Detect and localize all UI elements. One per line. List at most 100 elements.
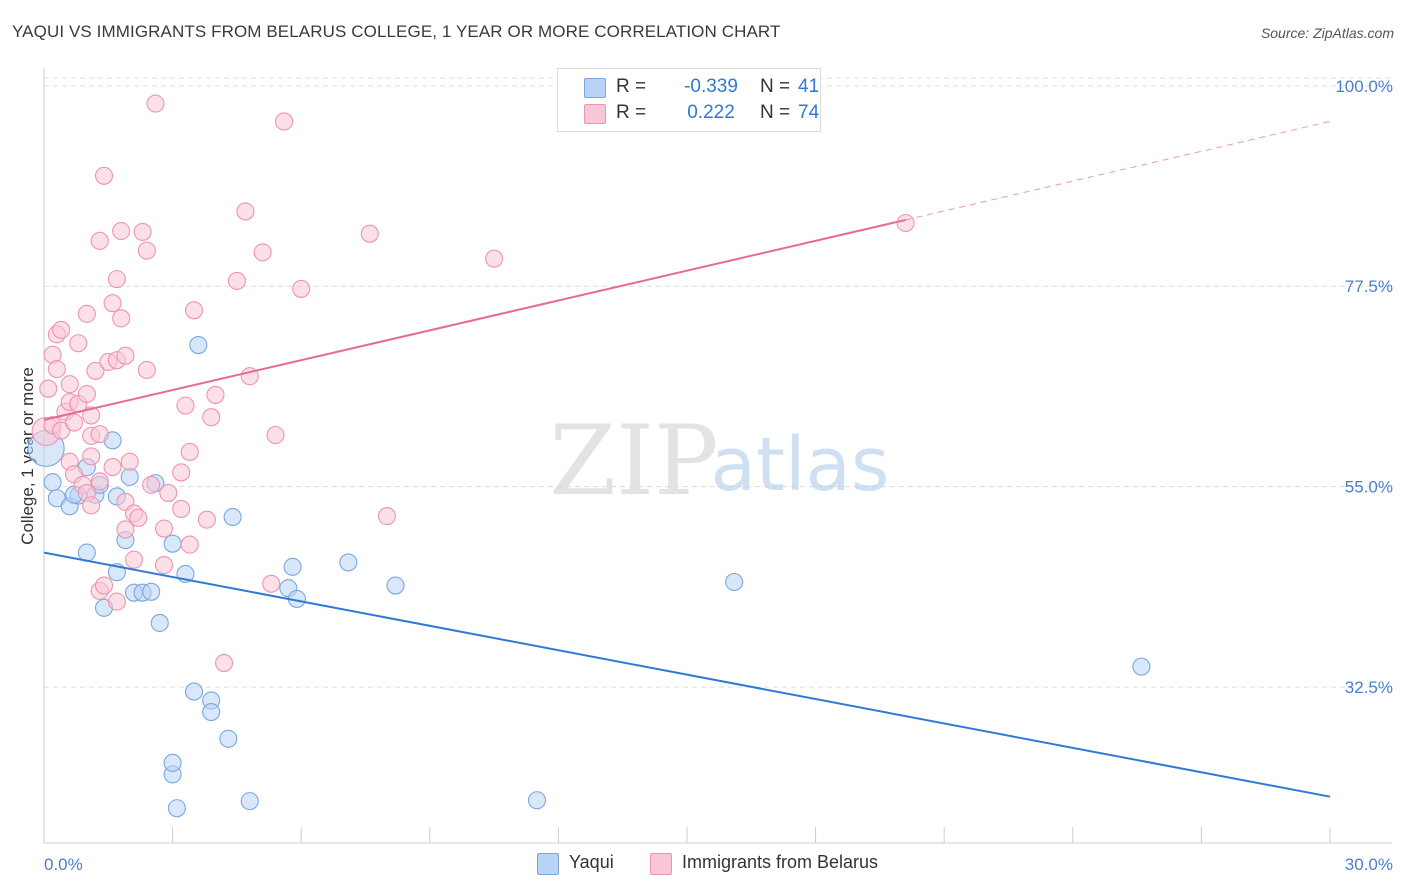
point-yaqui-34 [1132,657,1151,676]
y-tick-label-2: 77.5% [1345,277,1393,296]
point-yaqui-37 [167,799,186,818]
point-yaqui-22 [184,682,204,701]
point-yaqui-17 [142,582,161,601]
legend-r-value-yaqui: -0.339 [684,76,738,97]
point-yaqui-2 [47,489,66,508]
legend-n-value-belarus: 74 [798,102,820,123]
point-yaqui-1 [43,473,62,492]
point-yaqui-36 [163,753,182,772]
point-immigrants-from-belarus-4 [47,360,66,379]
trend-lines [43,120,1331,798]
point-immigrants-from-belarus-69 [266,425,285,445]
point-immigrants-from-belarus-48 [137,360,156,380]
point-immigrants-from-belarus-9 [60,375,79,394]
watermark-zip: ZIP [549,405,718,517]
point-yaqui-33 [725,572,744,592]
trend-line-belarus [43,218,906,421]
y-tick-label-0: 32.5% [1345,678,1393,697]
source-label: Source: ZipAtlas.com [1260,25,1394,41]
trend-line-yaqui [43,551,1331,798]
watermark-atlas: atlas [711,422,890,508]
point-yaqui-14 [120,467,139,486]
point-immigrants-from-belarus-46 [133,222,152,241]
point-immigrants-from-belarus-24 [86,361,105,380]
point-immigrants-from-belarus-70 [275,112,294,131]
point-immigrants-from-belarus-22 [82,406,101,425]
y-tick-label-1: 55.0% [1345,478,1393,497]
point-immigrants-from-belarus-75 [896,213,915,233]
bottom-legend-label-yaqui: Yaqui [569,852,614,872]
point-immigrants-from-belarus-14 [69,334,88,353]
point-immigrants-from-belarus-58 [180,442,199,461]
legend-r-label: R = [616,102,647,123]
legend-swatch-yaqui [584,78,606,98]
point-immigrants-from-belarus-61 [202,408,221,427]
x-tick-label-0: 0.0% [44,855,83,874]
point-immigrants-from-belarus-43 [120,452,139,471]
point-immigrants-from-belarus-7 [52,421,71,440]
point-immigrants-from-belarus-21 [82,496,101,515]
point-immigrants-from-belarus-53 [159,483,178,502]
point-yaqui-39 [189,335,208,355]
watermark: ZIP atlas [549,405,889,517]
trend-line-belarus-extension [905,120,1331,221]
correlation-legend: R = -0.339 N = 41 R = 0.222 N = 74 [557,68,821,132]
point-immigrants-from-belarus-47 [137,241,156,260]
legend-swatch-belarus [584,104,606,124]
point-immigrants-from-belarus-60 [197,510,216,529]
legend-r-value-belarus: 0.222 [687,102,735,123]
point-immigrants-from-belarus-62 [206,385,225,404]
point-yaqui-38 [527,791,547,810]
y-tick-label-3: 100.0% [1335,77,1393,96]
point-immigrants-from-belarus-71 [292,279,311,298]
point-immigrants-from-belarus-67 [253,243,272,262]
point-immigrants-from-belarus-28 [90,472,109,491]
point-yaqui-20 [163,534,182,553]
point-immigrants-from-belarus-74 [485,249,504,268]
bottom-legend-swatch-yaqui [537,853,559,875]
series-belarus-points [31,94,915,673]
point-immigrants-from-belarus-13 [64,413,84,432]
point-immigrants-from-belarus-65 [236,202,255,221]
point-immigrants-from-belarus-1 [39,379,58,398]
point-immigrants-from-belarus-49 [142,475,161,494]
point-yaqui-26 [223,507,242,527]
point-immigrants-from-belarus-35 [107,270,126,289]
point-immigrants-from-belarus-54 [172,499,191,518]
point-immigrants-from-belarus-73 [377,507,396,526]
point-yaqui-19 [150,613,169,633]
point-immigrants-from-belarus-38 [112,221,131,241]
point-immigrants-from-belarus-56 [176,396,195,415]
point-yaqui-31 [339,553,358,572]
point-immigrants-from-belarus-29 [94,576,114,595]
point-immigrants-from-belarus-42 [124,550,144,569]
point-yaqui-29 [283,557,302,576]
bottom-legend-swatch-belarus [650,853,672,875]
point-immigrants-from-belarus-27 [90,425,109,444]
point-immigrants-from-belarus-68 [262,574,281,593]
point-yaqui-32 [386,576,405,595]
point-immigrants-from-belarus-32 [103,458,122,477]
point-immigrants-from-belarus-25 [90,231,109,250]
point-immigrants-from-belarus-72 [360,224,379,243]
x-tick-label-1: 30.0% [1345,855,1393,874]
point-immigrants-from-belarus-41 [116,346,135,365]
legend-n-label: N = [760,76,791,97]
point-immigrants-from-belarus-30 [94,166,114,185]
point-yaqui-27 [240,792,259,811]
point-immigrants-from-belarus-50 [146,94,165,113]
bottom-legend-label-belarus: Immigrants from Belarus [682,852,879,872]
point-immigrants-from-belarus-59 [184,301,204,320]
point-immigrants-from-belarus-57 [180,535,199,554]
point-immigrants-from-belarus-55 [172,463,191,482]
point-immigrants-from-belarus-19 [77,304,96,323]
point-yaqui-25 [219,729,238,748]
point-yaqui-24 [202,703,221,722]
point-immigrants-from-belarus-40 [116,520,135,539]
point-immigrants-from-belarus-33 [103,294,122,313]
point-immigrants-from-belarus-23 [82,447,101,466]
point-immigrants-from-belarus-63 [214,654,234,673]
tick-labels: 32.5% 55.0% 77.5% 100.0% 0.0% 30.0% [44,77,1393,874]
point-immigrants-from-belarus-37 [112,309,131,328]
